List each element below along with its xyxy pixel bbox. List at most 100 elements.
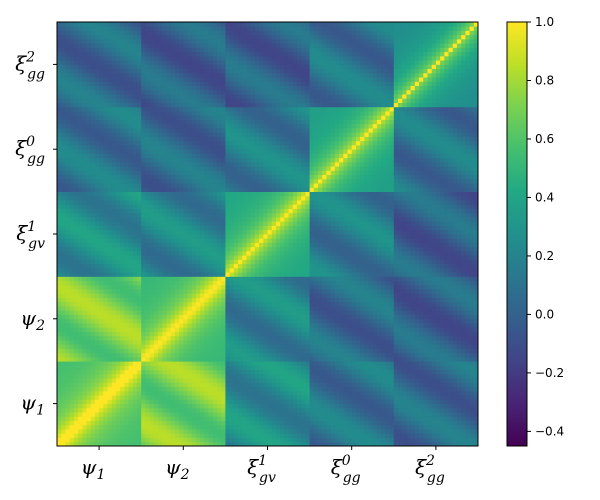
heatmap-cell: [427, 310, 433, 315]
heatmap-cell: [141, 255, 146, 260]
heatmap-cell: [78, 356, 83, 362]
heatmap-cell: [86, 441, 92, 447]
heatmap-cell: [174, 429, 180, 434]
heatmap-cell: [65, 429, 71, 434]
heatmap-cell: [347, 331, 353, 337]
heatmap-cell: [174, 416, 180, 421]
heatmap-cell: [305, 412, 310, 417]
heatmap-cell: [259, 293, 264, 298]
heatmap-cell: [296, 348, 302, 354]
heatmap-cell: [183, 348, 188, 354]
heatmap-cell: [469, 284, 475, 290]
heatmap-cell: [103, 386, 108, 392]
heatmap-cell: [259, 340, 264, 345]
heatmap-cell: [250, 437, 256, 443]
heatmap-cell: [444, 361, 449, 366]
heatmap-cell: [242, 335, 247, 341]
heatmap-cell: [61, 284, 66, 290]
heatmap-cell: [141, 437, 146, 443]
heatmap-cell: [65, 314, 71, 320]
heatmap-cell: [179, 280, 184, 286]
heatmap-cell: [339, 429, 344, 434]
heatmap-cell: [326, 403, 332, 409]
heatmap-cell: [372, 399, 378, 404]
heatmap-cell: [208, 407, 214, 413]
heatmap-cell: [461, 335, 466, 341]
heatmap-cell: [385, 373, 390, 379]
heatmap-cell: [440, 340, 445, 345]
heatmap-cell: [402, 361, 407, 366]
heatmap-cell: [414, 437, 420, 443]
heatmap-cell: [132, 373, 138, 379]
heatmap-cell: [191, 424, 197, 430]
heatmap-cell: [120, 297, 125, 303]
heatmap-cell: [162, 234, 167, 239]
heatmap-cell: [254, 352, 260, 358]
heatmap-cell: [61, 272, 66, 277]
heatmap-cell: [120, 259, 125, 265]
heatmap-cell: [170, 276, 176, 282]
heatmap-cell: [204, 310, 209, 315]
heatmap-cell: [107, 369, 113, 375]
heatmap-cell: [128, 297, 134, 303]
heatmap-cell: [69, 234, 75, 239]
heatmap-cell: [284, 293, 289, 298]
heatmap-cell: [250, 267, 256, 273]
heatmap-cell: [86, 318, 92, 324]
heatmap-cell: [326, 348, 332, 354]
heatmap-cell: [330, 348, 336, 354]
heatmap-cell: [221, 310, 226, 315]
heatmap-cell: [166, 310, 172, 315]
heatmap-cell: [292, 386, 298, 392]
heatmap-cell: [162, 306, 167, 311]
heatmap-cell: [259, 242, 264, 248]
heatmap-cell: [225, 306, 231, 311]
heatmap-cell: [347, 272, 353, 277]
heatmap-cell: [351, 373, 357, 379]
heatmap-cell: [469, 420, 475, 426]
heatmap-cell: [322, 395, 327, 400]
heatmap-cell: [410, 412, 416, 417]
heatmap-cell: [136, 390, 142, 396]
heatmap-cell: [376, 340, 382, 345]
heatmap-cell: [153, 293, 159, 298]
heatmap-cell: [313, 335, 319, 341]
heatmap-cell: [69, 327, 75, 332]
heatmap-cell: [250, 424, 256, 430]
heatmap-cell: [448, 348, 454, 354]
heatmap-cell: [296, 420, 302, 426]
heatmap-cell: [389, 441, 395, 447]
heatmap-cell: [225, 378, 231, 383]
heatmap-cell: [141, 356, 146, 362]
heatmap-cell: [296, 267, 302, 273]
heatmap-cell: [275, 390, 281, 396]
heatmap-cell: [153, 306, 159, 311]
heatmap-cell: [212, 340, 218, 345]
heatmap-cell: [381, 272, 386, 277]
heatmap-cell: [174, 272, 180, 277]
heatmap-cell: [90, 441, 96, 447]
heatmap-cell: [402, 340, 407, 345]
heatmap-cell: [339, 289, 344, 294]
heatmap-cell: [339, 280, 344, 286]
heatmap-cell: [136, 407, 142, 413]
heatmap-cell: [61, 335, 66, 341]
heatmap-cell: [444, 399, 449, 404]
heatmap-cell: [469, 238, 475, 243]
heatmap-cell: [263, 352, 268, 358]
heatmap-cell: [73, 348, 79, 354]
heatmap-cell: [149, 356, 155, 362]
heatmap-cell: [431, 412, 437, 417]
heatmap-cell: [305, 378, 310, 383]
heatmap-cell: [381, 344, 386, 349]
heatmap-cell: [296, 437, 302, 443]
heatmap-cell: [200, 323, 205, 328]
heatmap-cell: [229, 255, 235, 260]
heatmap-cell: [120, 327, 125, 332]
heatmap-cell: [385, 348, 390, 354]
heatmap-cell: [103, 365, 108, 371]
heatmap-cell: [204, 378, 209, 383]
heatmap-cell: [78, 382, 83, 388]
heatmap-cell: [435, 386, 441, 392]
heatmap-cell: [221, 424, 226, 430]
